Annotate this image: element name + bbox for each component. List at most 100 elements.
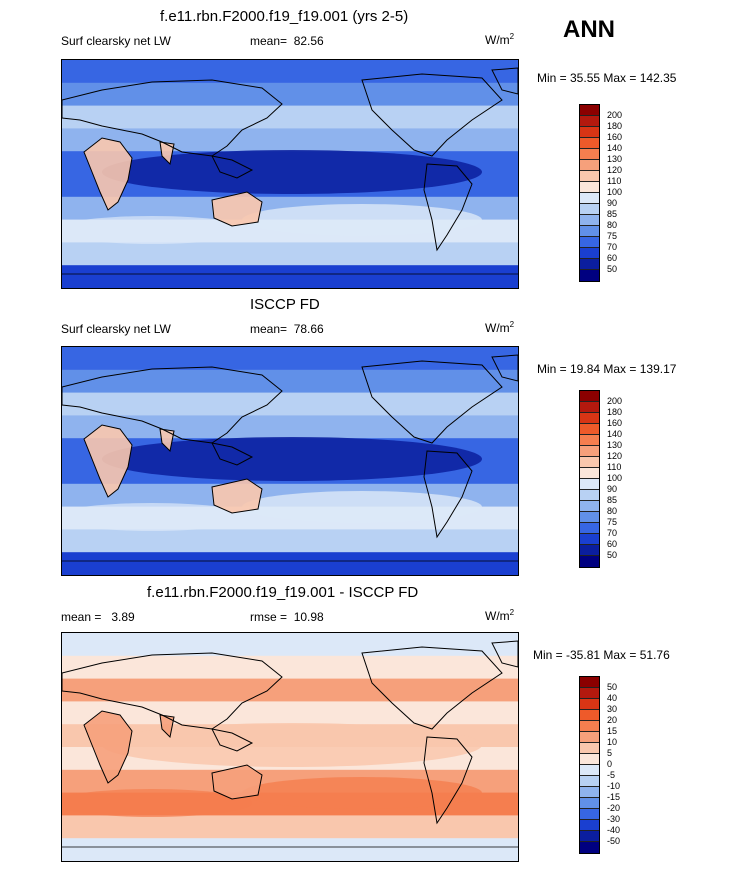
panel-2-mean-label: mean= [250,322,288,336]
colorbar-swatch [580,754,599,765]
colorbar-swatch [580,226,599,237]
field-band [62,392,518,417]
panel-2-units-sup: 2 [509,320,515,329]
colorbar-tick-label: 100 [607,473,623,483]
colorbar-tick-label: -30 [607,814,621,824]
colorbar-swatch [580,710,599,721]
panel-1-map [61,59,519,289]
colorbar-swatch [580,787,599,798]
coastline-seasia [211,155,254,179]
colorbar-tick-label: 50 [607,264,618,274]
panel-3-units-base: W/m [485,609,510,623]
colorbar-tick-label: 75 [607,517,618,527]
panel-1-mean-label: mean= [250,34,288,48]
field-blob [242,777,482,809]
colorbar-tick-label: 80 [607,506,618,516]
field-band [62,82,518,107]
colorbar-swatch [580,677,599,688]
colorbar-tick-label: 180 [607,121,623,131]
land-india [160,715,174,737]
colorbar-swatch [580,248,599,259]
coastline-australia [211,191,263,227]
panel-2-colorbar [579,390,600,568]
colorbar-tick-label: 5 [607,748,613,758]
colorbar-swatch [580,820,599,831]
colorbar-tick-label: 130 [607,154,623,164]
land-australia [212,192,262,226]
field-band [62,347,518,371]
colorbar-tick-label: -10 [607,781,621,791]
panel-2-units-base: W/m [485,321,510,335]
field-band [62,242,518,267]
colorbar-swatch [580,842,599,853]
panel-1-title: f.e11.rbn.F2000.f19_f19.001 (yrs 2-5) [160,8,409,25]
coastline-eurasia [62,366,283,444]
land-india [160,142,174,164]
coastline-namerica [361,73,503,157]
colorbar-tick-label: 160 [607,132,623,142]
field-band [62,815,518,840]
colorbar-tick-label: -15 [607,792,621,802]
coastline-greenland [491,640,518,668]
colorbar-swatch [580,743,599,754]
coastline-india [159,428,175,453]
colorbar-swatch [580,215,599,226]
panel-1-units-base: W/m [485,33,510,47]
colorbar-tick-label: 15 [607,726,618,736]
colorbar-tick-label: 50 [607,550,618,560]
panel-2-mean: mean= 78.66 [250,322,324,336]
coastline-samerica [423,163,473,252]
colorbar-tick-label: 200 [607,110,623,120]
colorbar-swatch [580,545,599,556]
season-label: ANN [563,16,615,43]
panel-3-mean: mean = 3.89 [61,610,135,624]
coastline-namerica [361,360,503,444]
colorbar-tick-label: 140 [607,143,623,153]
colorbar-tick-label: 180 [607,407,623,417]
colorbar-tick-label: 100 [607,187,623,197]
colorbar-swatch [580,468,599,479]
colorbar-swatch [580,479,599,490]
panel-3-mean-value: 3.89 [111,610,135,624]
field-core [102,723,482,767]
colorbar-tick-label: 90 [607,198,618,208]
colorbar-swatch [580,534,599,545]
colorbar-swatch [580,699,599,710]
coastline-namerica [361,646,503,730]
colorbar-swatch [580,446,599,457]
panel-3-rmse-value: 10.98 [293,610,324,624]
panel-1-variable: Surf clearsky net LW [61,34,171,48]
colorbar-tick-label: -20 [607,803,621,813]
field-band [62,369,518,394]
colorbar-tick-label: 140 [607,429,623,439]
field-band [62,529,518,554]
colorbar-swatch [580,413,599,424]
colorbar-tick-label: 110 [607,462,622,472]
field-blob [62,216,252,244]
colorbar-tick-label: 120 [607,165,623,175]
coastline-eurasia [62,79,283,157]
coastline-eurasia [62,652,283,730]
colorbar-tick-label: 75 [607,231,618,241]
colorbar-tick-label: 20 [607,715,618,725]
colorbar-swatch [580,435,599,446]
coastline-africa [83,710,133,784]
colorbar-swatch [580,556,599,567]
colorbar-swatch [580,765,599,776]
colorbar-swatch [580,127,599,138]
panel-3-units: W/m2 [485,608,514,623]
colorbar-swatch [580,171,599,182]
colorbar-swatch [580,149,599,160]
colorbar-swatch [580,237,599,248]
field-band [62,552,518,575]
field-band [62,633,518,657]
panel-3-mean-label: mean = [61,610,102,624]
field-band [62,678,518,703]
coastline-australia [211,478,263,514]
colorbar-swatch [580,160,599,171]
field-blob [62,503,252,531]
coastline-india [159,714,175,739]
colorbar-tick-label: 85 [607,209,618,219]
colorbar-swatch [580,732,599,743]
field-band [62,415,518,440]
